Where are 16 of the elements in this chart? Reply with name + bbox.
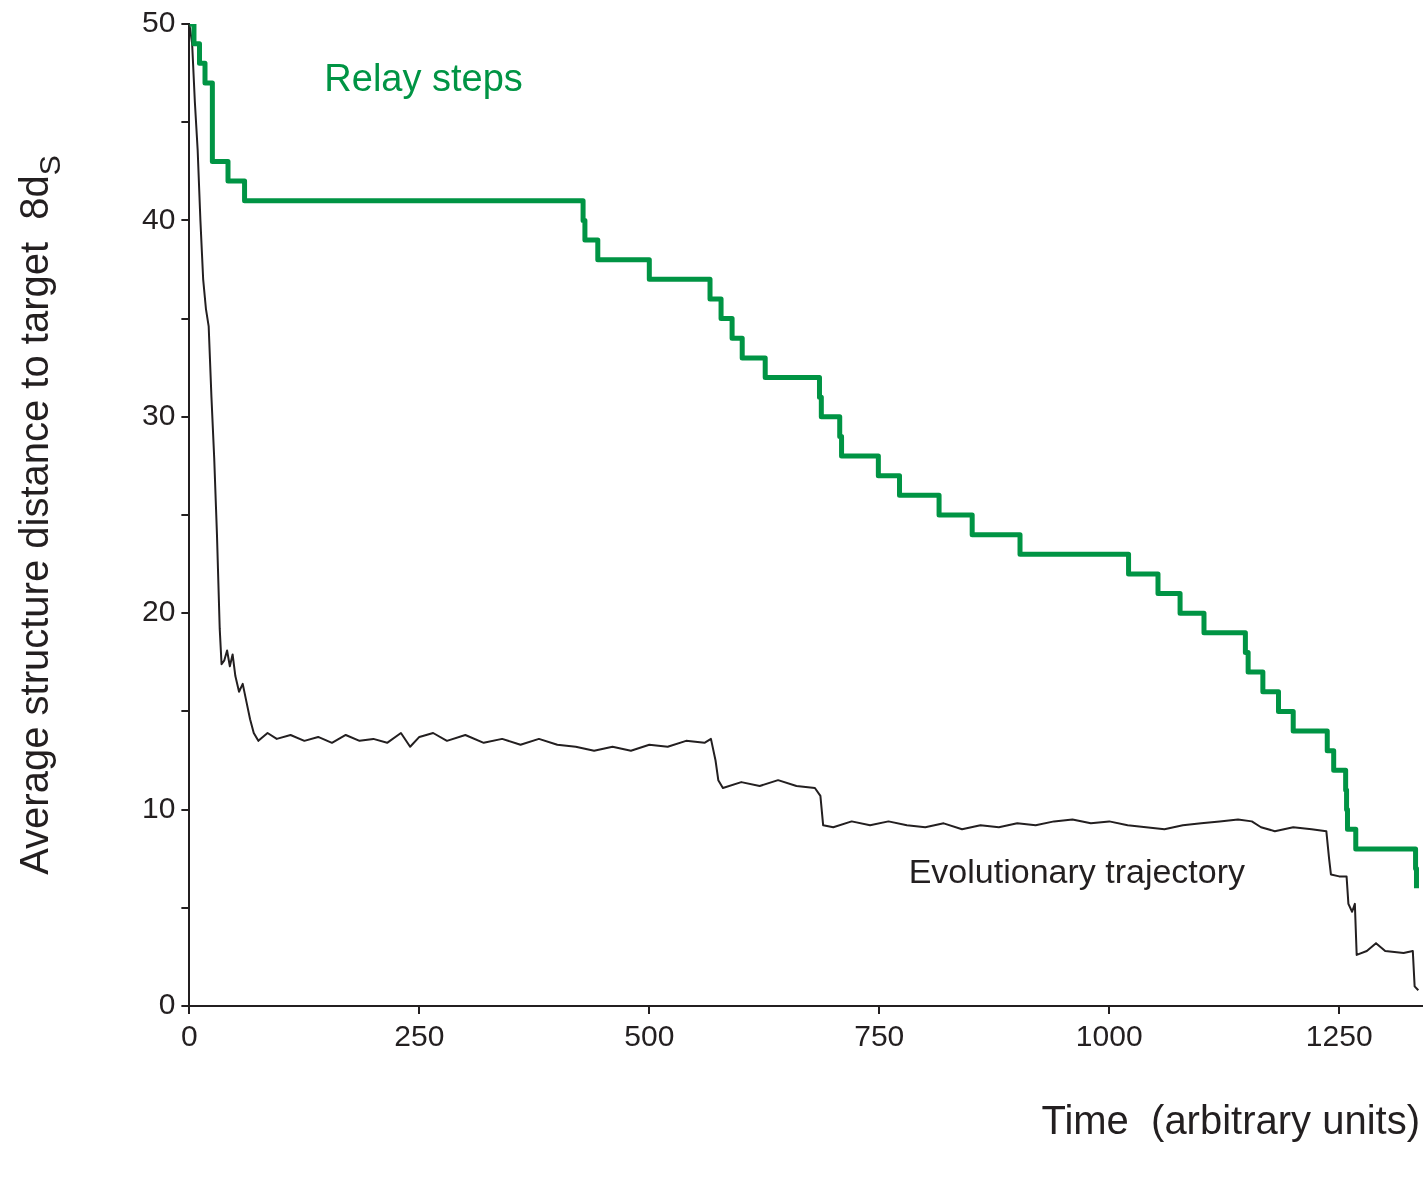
text: Relay steps bbox=[324, 57, 523, 100]
x-tick-label: 0 bbox=[181, 1019, 198, 1053]
y-tick-label: 40 bbox=[141, 201, 176, 235]
y-tick-label: 30 bbox=[141, 398, 176, 432]
y-axis-title: Average structure distance to target 8dS bbox=[12, 155, 66, 875]
y-tick-label: 20 bbox=[141, 594, 176, 628]
x-axis-title: Time (arbitrary units) bbox=[1041, 1098, 1420, 1142]
x-tick-label: 750 bbox=[854, 1019, 905, 1053]
x-tick-label: 250 bbox=[394, 1019, 445, 1053]
x-tick-label: 500 bbox=[624, 1019, 675, 1053]
y-tick-label: 0 bbox=[158, 987, 176, 1021]
x-tick-label: 1000 bbox=[1075, 1019, 1143, 1053]
y-tick-label: 10 bbox=[141, 790, 176, 824]
series-label: Evolutionary trajectory bbox=[908, 851, 1246, 890]
x-tick-label: 1250 bbox=[1305, 1019, 1373, 1053]
y-tick-label: 50 bbox=[141, 5, 176, 39]
